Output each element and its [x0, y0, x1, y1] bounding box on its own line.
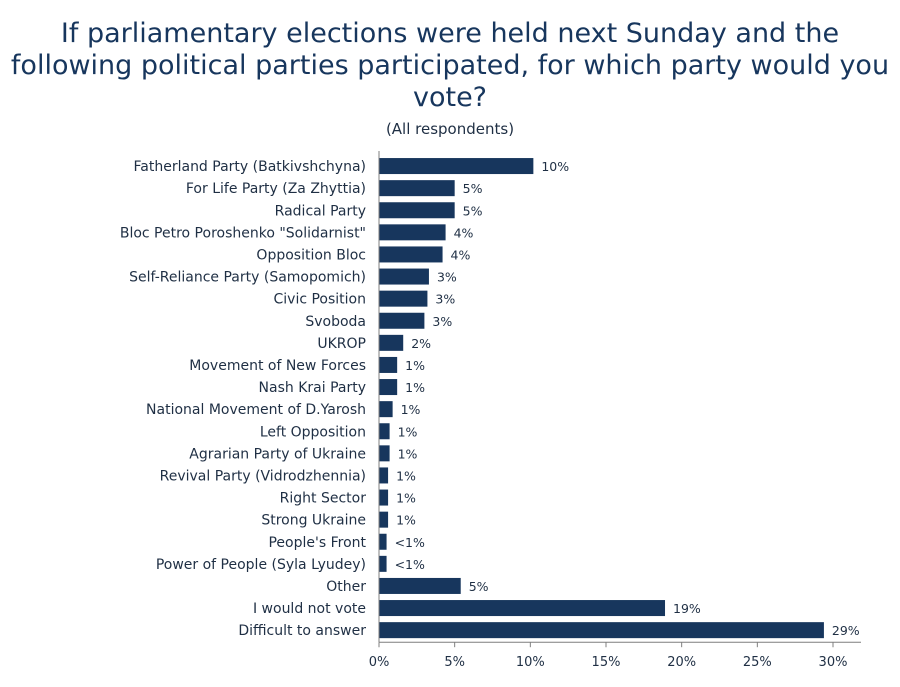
- category-label: I would not vote: [253, 601, 366, 617]
- category-label: For Life Party (Za Zhyttia): [186, 181, 366, 197]
- bar-0: [379, 158, 534, 175]
- category-label: People's Front: [268, 535, 366, 551]
- data-label: 1%: [396, 491, 416, 506]
- chart-title: If parliamentary elections were held nex…: [10, 18, 890, 113]
- category-label: Agrarian Party of Ukraine: [189, 446, 366, 462]
- category-label: Movement of New Forces: [189, 358, 366, 374]
- data-label: 19%: [673, 601, 701, 616]
- category-label: Civic Position: [274, 292, 367, 308]
- bar-9: [379, 356, 398, 373]
- data-label: 1%: [401, 402, 421, 417]
- category-label: Right Sector: [280, 491, 367, 507]
- bar-6: [379, 290, 428, 307]
- category-label: Radical Party: [275, 203, 366, 219]
- bar-5: [379, 268, 429, 285]
- bar-13: [379, 445, 390, 462]
- bar-16: [379, 511, 389, 528]
- value-labels-group: 10%5%5%4%4%3%3%3%2%1%1%1%1%1%1%1%1%<1%<1…: [395, 159, 860, 638]
- data-label: 29%: [832, 623, 860, 638]
- data-label: 10%: [541, 159, 569, 174]
- data-label: 5%: [463, 181, 483, 196]
- data-label: 3%: [435, 292, 455, 307]
- bar-8: [379, 334, 404, 351]
- data-label: 4%: [454, 225, 474, 240]
- category-labels-group: Fatherland Party (Batkivshchyna) For Life…: [120, 159, 367, 639]
- category-label: Power of People (Syla Lyudey): [156, 557, 366, 573]
- data-label: 1%: [398, 424, 418, 439]
- bar-21: [379, 622, 824, 639]
- data-label: 1%: [396, 468, 416, 483]
- bar-14: [379, 467, 389, 484]
- x-tick-label: 0%: [369, 655, 390, 670]
- chart-subtitle: (All respondents): [385, 120, 515, 138]
- bar-12: [379, 423, 390, 440]
- category-label: Fatherland Party (Batkivshchyna): [134, 159, 366, 175]
- bar-3: [379, 224, 446, 241]
- x-tick-label: 20%: [667, 655, 696, 670]
- category-label: Left Opposition: [260, 424, 366, 440]
- data-label: 3%: [437, 270, 457, 285]
- category-label: Opposition Bloc: [256, 247, 366, 263]
- bar-15: [379, 489, 389, 506]
- axes-group: 0% 5% 10% 15% 20% 25% 30%: [369, 151, 861, 670]
- category-label: Difficult to answer: [238, 623, 366, 639]
- bar-4: [379, 246, 443, 263]
- data-label: 3%: [432, 314, 452, 329]
- bar-20: [379, 600, 666, 617]
- bar-18: [379, 555, 387, 572]
- data-label: 1%: [396, 513, 416, 528]
- bar-2: [379, 202, 455, 219]
- category-label: Strong Ukraine: [261, 513, 366, 529]
- bar-17: [379, 533, 387, 550]
- data-label: 1%: [405, 380, 425, 395]
- data-label: 1%: [398, 446, 418, 461]
- category-label: UKROP: [317, 336, 366, 352]
- category-label: Bloc Petro Poroshenko "Solidarnist": [120, 225, 366, 241]
- data-label: 4%: [451, 247, 471, 262]
- category-label: National Movement of D.Yarosh: [146, 402, 366, 418]
- bar-1: [379, 180, 455, 197]
- category-label: Self-Reliance Party (Samopomich): [129, 270, 366, 286]
- data-label: 2%: [411, 336, 431, 351]
- data-label: <1%: [395, 535, 425, 550]
- data-label: <1%: [395, 557, 425, 572]
- x-tick-label: 15%: [592, 655, 621, 670]
- bars-group: [379, 158, 824, 639]
- bar-19: [379, 577, 461, 594]
- category-label: Nash Krai Party: [259, 380, 366, 396]
- x-tick-label: 30%: [819, 655, 848, 670]
- x-tick-label: 10%: [516, 655, 545, 670]
- bar-11: [379, 401, 393, 418]
- category-label: Other: [326, 579, 366, 595]
- category-label: Svoboda: [305, 314, 366, 330]
- bar-7: [379, 312, 425, 329]
- x-tick-label: 5%: [444, 655, 465, 670]
- bar-10: [379, 379, 398, 396]
- data-label: 5%: [463, 203, 483, 218]
- data-label: 1%: [405, 358, 425, 373]
- x-tick-label: 25%: [743, 655, 772, 670]
- category-label: Revival Party (Vidrodzhennia): [160, 468, 366, 484]
- data-label: 5%: [469, 579, 489, 594]
